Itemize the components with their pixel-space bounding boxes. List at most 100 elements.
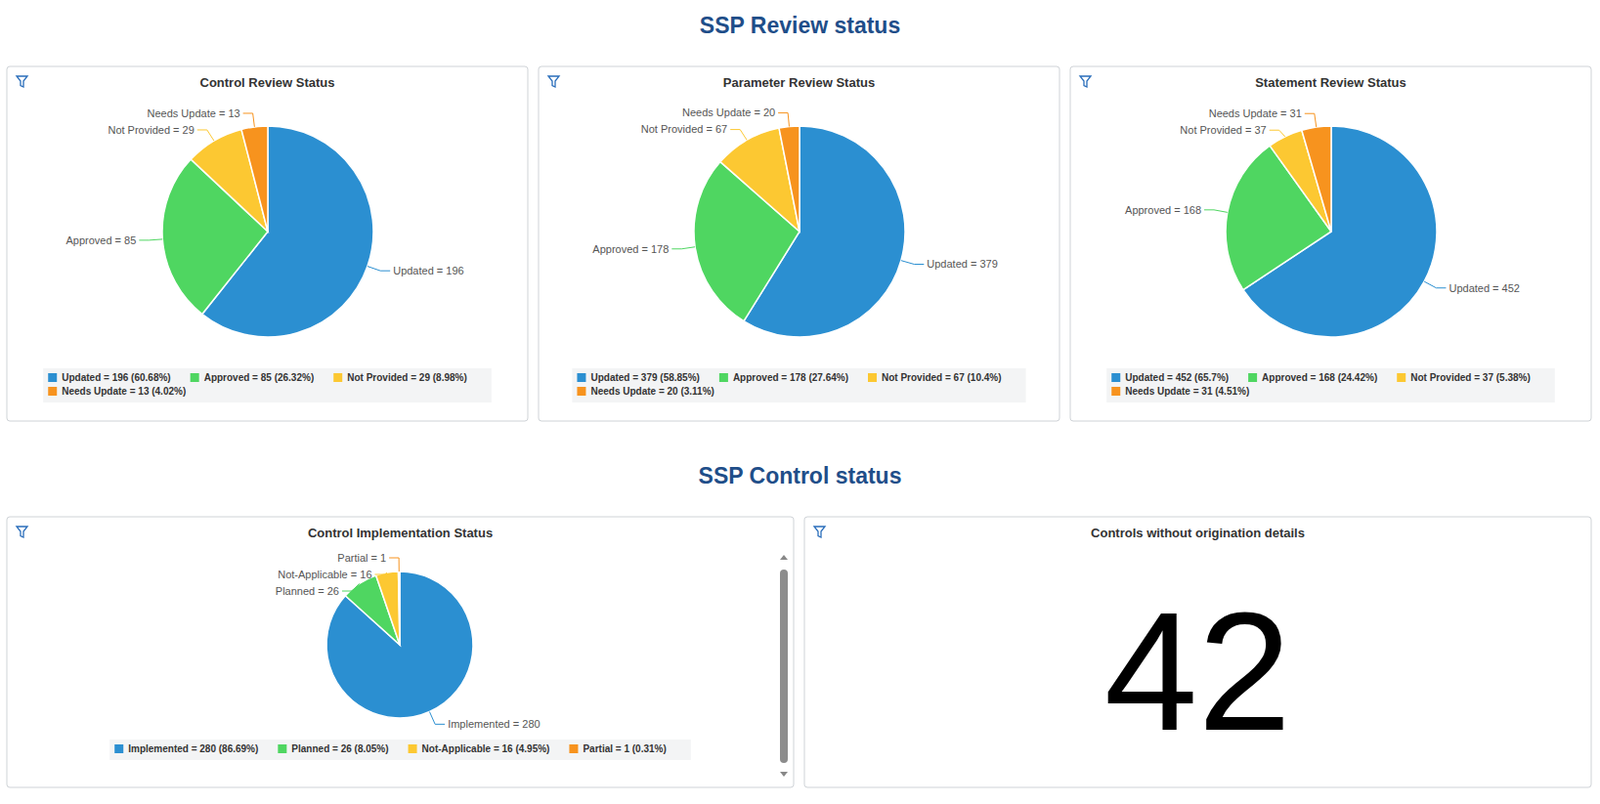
leader-line: [342, 583, 360, 592]
background: [0, 0, 1600, 804]
legend-item[interactable]: Partial = 1 (0.31%): [568, 743, 666, 755]
legend-swatch: [1111, 373, 1121, 383]
filter-icon[interactable]: [16, 76, 28, 87]
pie-slice: [326, 571, 474, 719]
legend-label: Updated = 452 (65.7%): [1124, 372, 1229, 384]
legend-label: Approved = 85 (26.32%): [204, 372, 315, 384]
legend-swatch: [1248, 373, 1257, 383]
filter-icon[interactable]: [1080, 76, 1091, 87]
chart-title: Parameter Review Status: [723, 75, 875, 90]
legend-item[interactable]: Approved = 85 (26.32%): [190, 372, 315, 384]
legend-background: [109, 739, 692, 761]
leader-line: [138, 239, 163, 241]
section-heading: SSP Control status: [698, 463, 903, 489]
legend-label: Needs Update = 20 (3.11%): [590, 386, 714, 397]
leader-line: [1269, 129, 1286, 137]
panel-frame: [804, 517, 1592, 788]
legend: Updated = 379 (58.85%) Approved = 178 (27…: [571, 368, 1026, 403]
chart-title: Statement Review Status: [1254, 75, 1407, 90]
legend-item[interactable]: Approved = 178 (27.64%): [719, 372, 849, 384]
kpi-title: Controls without origination details: [1090, 525, 1305, 541]
legend-item[interactable]: Needs Update = 13 (4.02%): [47, 386, 186, 397]
legend-label: Implemented = 280 (86.69%): [128, 743, 259, 755]
legend-item[interactable]: Needs Update = 20 (3.11%): [576, 386, 714, 397]
leader-line: [1424, 281, 1446, 289]
legend-swatch: [576, 373, 586, 383]
scroll-down[interactable]: [779, 772, 788, 778]
leader-line: [901, 260, 924, 265]
leader-line: [367, 266, 390, 272]
legend-item[interactable]: Not Provided = 67 (10.4%): [867, 372, 1002, 384]
legend-item[interactable]: Not Provided = 37 (5.38%): [1396, 372, 1531, 384]
legend-item[interactable]: Not Provided = 29 (8.98%): [333, 372, 468, 384]
pie-slice: [398, 571, 400, 646]
chart-title: Control Implementation Status: [307, 525, 493, 541]
pie: Implemented = 280Planned = 26Not-Applica…: [275, 552, 541, 731]
pie-slice: [241, 126, 268, 232]
legend-background: [43, 368, 492, 403]
leader-line: [429, 712, 445, 726]
legend-label: Approved = 178 (27.64%): [733, 372, 849, 384]
slice-label: Updated = 452: [1448, 282, 1519, 295]
leader-line: [1304, 113, 1317, 128]
panel: Control Implementation Status Implemented…: [6, 517, 794, 788]
legend-label: Not-Applicable = 16 (4.95%): [422, 743, 551, 755]
legend-swatch: [719, 373, 729, 383]
legend-label: Not Provided = 37 (5.38%): [1410, 372, 1531, 384]
section-heading: SSP Review status: [699, 12, 901, 39]
slice-label: Planned = 26: [275, 585, 340, 598]
scrollbar[interactable]: [779, 555, 788, 778]
scroll-thumb[interactable]: [779, 569, 788, 764]
filter-icon[interactable]: [548, 76, 560, 87]
leader-line: [778, 113, 789, 128]
leader-line: [243, 113, 256, 128]
pie: Updated = 379 Approved = 178 Not Provided …: [592, 106, 997, 338]
slice-label: Updated = 379: [926, 258, 997, 270]
legend-swatch: [114, 744, 124, 754]
slice-label: Updated = 196: [392, 264, 464, 277]
filter-icon[interactable]: [814, 526, 825, 538]
slice-label: Not Provided = 29: [107, 124, 194, 136]
kpi-value: 42: [1104, 577, 1292, 766]
slice-label: Not Provided = 37: [1179, 124, 1266, 136]
legend-label: Approved = 168 (24.42%): [1261, 372, 1378, 384]
legend: Updated = 196 (60.68%) Approved = 85 (26.…: [43, 368, 492, 403]
legend-swatch: [47, 373, 57, 383]
legend-swatch: [1396, 373, 1406, 383]
slice-label: Approved = 168: [1124, 204, 1202, 217]
legend-background: [571, 368, 1026, 403]
slice-label: Needs Update = 20: [682, 106, 776, 119]
slice-label: Approved = 178: [592, 243, 669, 256]
legend-item[interactable]: Not-Applicable = 16 (4.95%): [408, 743, 551, 755]
panel-frame: [538, 66, 1060, 422]
leader-line: [730, 129, 747, 141]
legend-label: Not Provided = 67 (10.4%): [881, 372, 1002, 384]
leader-line: [374, 572, 387, 575]
legend-label: Planned = 26 (8.05%): [291, 743, 389, 755]
legend-swatch: [408, 744, 418, 754]
legend-item[interactable]: Planned = 26 (8.05%): [277, 743, 389, 755]
legend-background: [1106, 368, 1556, 403]
slice-label: Not Provided = 67: [641, 123, 728, 135]
scroll-up[interactable]: [779, 555, 788, 561]
legend-swatch: [333, 373, 343, 383]
leader-line: [197, 129, 215, 141]
legend-item[interactable]: Updated = 196 (60.68%): [47, 372, 171, 384]
legend-item[interactable]: Updated = 379 (58.85%): [576, 372, 699, 384]
panel-frame: [1070, 66, 1592, 422]
legend-swatch: [867, 373, 877, 383]
legend-item[interactable]: Approved = 168 (24.42%): [1248, 372, 1378, 384]
filter-icon[interactable]: [16, 526, 28, 538]
legend-item[interactable]: Updated = 452 (65.7%): [1111, 372, 1229, 384]
chart-title: Control Review Status: [200, 75, 336, 90]
pie-slice: [1301, 126, 1332, 232]
legend-item[interactable]: Implemented = 280 (86.69%): [114, 743, 259, 755]
legend-swatch: [47, 387, 57, 396]
legend: Implemented = 280 (86.69%) Planned = 26 (…: [109, 739, 692, 761]
pie-slice: [376, 571, 400, 646]
legend-item[interactable]: Needs Update = 31 (4.51%): [1111, 386, 1250, 397]
legend-label: Not Provided = 29 (8.98%): [346, 372, 468, 384]
legend-swatch: [576, 387, 586, 396]
legend-label: Needs Update = 13 (4.02%): [61, 386, 186, 397]
pie: Updated = 196Approved = 85Not Provided =…: [65, 107, 464, 338]
